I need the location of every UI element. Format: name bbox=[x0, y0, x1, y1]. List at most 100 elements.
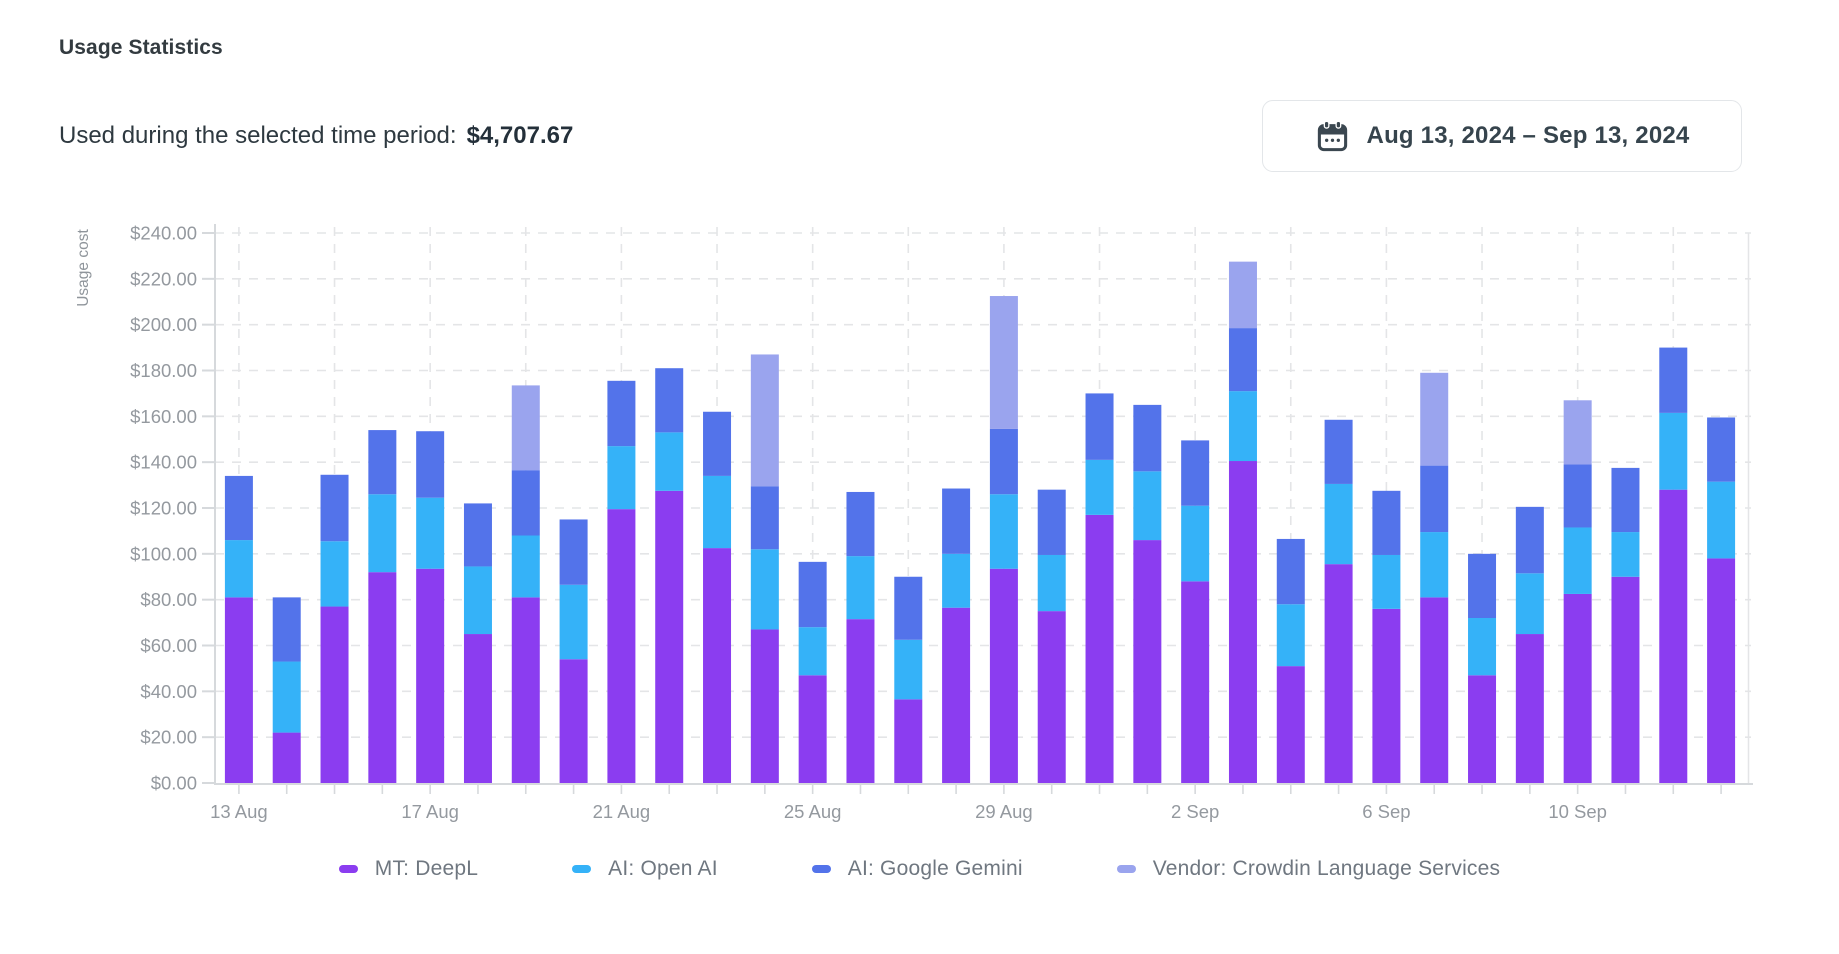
bar-segment-ai-open-ai[interactable] bbox=[1372, 554, 1401, 609]
bar-segment-ai-open-ai[interactable] bbox=[989, 494, 1018, 569]
bar-segment-ai-google-gemini[interactable] bbox=[1372, 490, 1401, 555]
bar-segment-ai-open-ai[interactable] bbox=[942, 553, 971, 608]
bar-segment-ai-open-ai[interactable] bbox=[463, 566, 492, 635]
bar-segment-ai-google-gemini[interactable] bbox=[463, 503, 492, 567]
bar-segment-ai-open-ai[interactable] bbox=[1133, 471, 1162, 541]
bar-segment-vendor-crowdin-language-services[interactable] bbox=[511, 385, 540, 471]
bar-segment-ai-open-ai[interactable] bbox=[1276, 604, 1305, 667]
date-range-picker-button[interactable]: Aug 13, 2024 – Sep 13, 2024 bbox=[1262, 100, 1742, 172]
bar-segment-ai-open-ai[interactable] bbox=[1085, 459, 1114, 515]
bar-segment-ai-google-gemini[interactable] bbox=[1420, 465, 1449, 533]
bar-segment-ai-open-ai[interactable] bbox=[703, 475, 732, 549]
bar-segment-ai-open-ai[interactable] bbox=[607, 446, 636, 510]
bar-segment-mt-deepl[interactable] bbox=[1085, 514, 1114, 783]
bar-segment-ai-open-ai[interactable] bbox=[368, 494, 397, 573]
bar-segment-ai-open-ai[interactable] bbox=[416, 497, 445, 569]
bar-segment-ai-google-gemini[interactable] bbox=[272, 597, 301, 662]
bar-segment-ai-open-ai[interactable] bbox=[750, 549, 779, 630]
bar-segment-ai-open-ai[interactable] bbox=[1707, 481, 1736, 559]
bar-segment-mt-deepl[interactable] bbox=[1707, 558, 1736, 783]
bar-segment-ai-open-ai[interactable] bbox=[1611, 532, 1640, 577]
bar-segment-ai-open-ai[interactable] bbox=[655, 432, 684, 491]
bar-segment-ai-google-gemini[interactable] bbox=[655, 368, 684, 433]
bar-segment-mt-deepl[interactable] bbox=[1181, 581, 1210, 783]
bar-segment-mt-deepl[interactable] bbox=[894, 699, 923, 783]
bar-segment-ai-open-ai[interactable] bbox=[1324, 483, 1353, 565]
bar-segment-ai-google-gemini[interactable] bbox=[1611, 467, 1640, 533]
bar-segment-mt-deepl[interactable] bbox=[1468, 675, 1497, 783]
bar-segment-ai-google-gemini[interactable] bbox=[1037, 489, 1066, 555]
bar-segment-ai-google-gemini[interactable] bbox=[1515, 506, 1544, 574]
bar-segment-ai-google-gemini[interactable] bbox=[750, 486, 779, 550]
bar-segment-mt-deepl[interactable] bbox=[416, 568, 445, 783]
bar-segment-ai-google-gemini[interactable] bbox=[224, 475, 253, 541]
bar-segment-ai-google-gemini[interactable] bbox=[607, 380, 636, 447]
bar-segment-mt-deepl[interactable] bbox=[559, 659, 588, 783]
bar-segment-ai-google-gemini[interactable] bbox=[989, 428, 1018, 495]
bar-segment-ai-open-ai[interactable] bbox=[559, 584, 588, 660]
bar-segment-ai-open-ai[interactable] bbox=[1420, 532, 1449, 598]
bar-segment-ai-google-gemini[interactable] bbox=[416, 431, 445, 498]
bar-segment-mt-deepl[interactable] bbox=[368, 572, 397, 783]
bar-segment-ai-open-ai[interactable] bbox=[1659, 412, 1688, 490]
bar-segment-ai-google-gemini[interactable] bbox=[1324, 419, 1353, 484]
bar-segment-mt-deepl[interactable] bbox=[1228, 461, 1257, 783]
legend-item[interactable]: AI: Google Gemini bbox=[811, 857, 1023, 881]
bar-segment-ai-google-gemini[interactable] bbox=[1085, 393, 1114, 460]
bar-segment-ai-open-ai[interactable] bbox=[1181, 505, 1210, 582]
bar-segment-ai-open-ai[interactable] bbox=[1563, 527, 1592, 594]
bar-segment-ai-google-gemini[interactable] bbox=[798, 561, 827, 628]
bar-segment-mt-deepl[interactable] bbox=[224, 597, 253, 783]
bar-segment-ai-google-gemini[interactable] bbox=[559, 519, 588, 585]
bar-segment-ai-open-ai[interactable] bbox=[894, 639, 923, 700]
bar-segment-mt-deepl[interactable] bbox=[1372, 608, 1401, 783]
bar-segment-ai-google-gemini[interactable] bbox=[511, 470, 540, 536]
bar-segment-mt-deepl[interactable] bbox=[1659, 489, 1688, 783]
bar-segment-mt-deepl[interactable] bbox=[1420, 597, 1449, 783]
bar-segment-ai-google-gemini[interactable] bbox=[1468, 553, 1497, 618]
bar-segment-mt-deepl[interactable] bbox=[750, 629, 779, 783]
bar-segment-ai-google-gemini[interactable] bbox=[1228, 328, 1257, 392]
bar-segment-vendor-crowdin-language-services[interactable] bbox=[1420, 372, 1449, 466]
bar-segment-mt-deepl[interactable] bbox=[846, 619, 875, 783]
bar-segment-mt-deepl[interactable] bbox=[463, 634, 492, 783]
bar-segment-vendor-crowdin-language-services[interactable] bbox=[989, 296, 1018, 429]
bar-segment-ai-open-ai[interactable] bbox=[511, 535, 540, 598]
bar-segment-mt-deepl[interactable] bbox=[320, 606, 349, 783]
bar-segment-ai-open-ai[interactable] bbox=[272, 661, 301, 733]
bar-segment-mt-deepl[interactable] bbox=[703, 548, 732, 783]
bar-segment-mt-deepl[interactable] bbox=[989, 568, 1018, 783]
bar-segment-vendor-crowdin-language-services[interactable] bbox=[750, 354, 779, 487]
legend-item[interactable]: MT: DeepL bbox=[338, 857, 478, 881]
bar-segment-mt-deepl[interactable] bbox=[942, 607, 971, 783]
bar-segment-ai-open-ai[interactable] bbox=[846, 556, 875, 620]
bar-segment-vendor-crowdin-language-services[interactable] bbox=[1563, 400, 1592, 465]
bar-segment-mt-deepl[interactable] bbox=[272, 732, 301, 783]
bar-segment-mt-deepl[interactable] bbox=[607, 509, 636, 783]
bar-segment-ai-open-ai[interactable] bbox=[224, 540, 253, 598]
bar-segment-mt-deepl[interactable] bbox=[1563, 593, 1592, 783]
bar-segment-mt-deepl[interactable] bbox=[1611, 576, 1640, 783]
bar-segment-ai-open-ai[interactable] bbox=[1515, 573, 1544, 635]
bar-segment-mt-deepl[interactable] bbox=[798, 675, 827, 783]
bar-segment-ai-google-gemini[interactable] bbox=[846, 491, 875, 557]
bar-segment-mt-deepl[interactable] bbox=[1515, 634, 1544, 783]
bar-segment-mt-deepl[interactable] bbox=[1324, 564, 1353, 783]
bar-segment-ai-google-gemini[interactable] bbox=[1276, 538, 1305, 605]
bar-segment-vendor-crowdin-language-services[interactable] bbox=[1228, 261, 1257, 329]
bar-segment-mt-deepl[interactable] bbox=[1276, 666, 1305, 783]
bar-segment-ai-open-ai[interactable] bbox=[798, 627, 827, 676]
bar-segment-mt-deepl[interactable] bbox=[655, 490, 684, 783]
bar-segment-ai-google-gemini[interactable] bbox=[1659, 347, 1688, 413]
bar-segment-mt-deepl[interactable] bbox=[1133, 540, 1162, 783]
bar-segment-ai-google-gemini[interactable] bbox=[1707, 417, 1736, 482]
bar-segment-ai-open-ai[interactable] bbox=[1228, 391, 1257, 462]
bar-segment-ai-google-gemini[interactable] bbox=[1563, 464, 1592, 528]
bar-segment-ai-google-gemini[interactable] bbox=[368, 430, 397, 495]
bar-segment-ai-google-gemini[interactable] bbox=[1133, 404, 1162, 472]
bar-segment-ai-google-gemini[interactable] bbox=[894, 576, 923, 640]
legend-item[interactable]: AI: Open AI bbox=[572, 857, 718, 881]
bar-segment-ai-google-gemini[interactable] bbox=[942, 488, 971, 554]
bar-segment-ai-google-gemini[interactable] bbox=[320, 474, 349, 542]
bar-segment-mt-deepl[interactable] bbox=[1037, 611, 1066, 783]
